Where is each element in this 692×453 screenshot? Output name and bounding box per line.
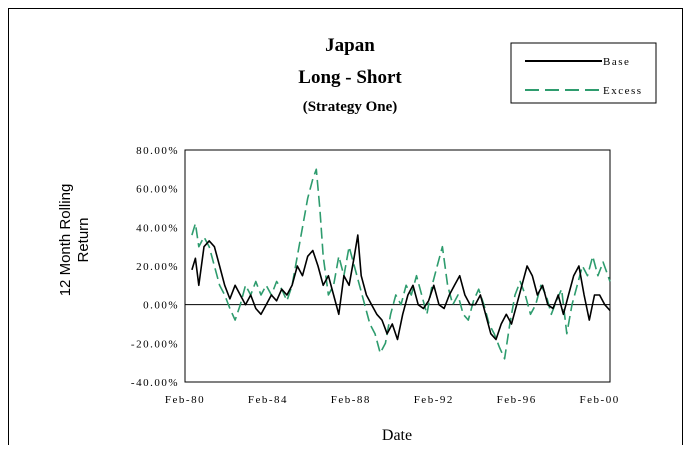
x-axis-title: Date — [382, 427, 412, 444]
chart-title-line-3: (Strategy One) — [303, 99, 398, 115]
y-axis-ticks: 80.00% 60.00% 40.00% 20.00% 0.00% -20.00% -40.… — [131, 145, 179, 389]
y-tick-label: 80.00% — [136, 145, 179, 157]
legend-label-base: Base — [603, 56, 630, 68]
legend: Base Excess — [510, 42, 657, 104]
x-tick-label: Feb-00 — [580, 394, 620, 406]
x-tick-label: Feb-92 — [414, 394, 454, 406]
x-tick-label: Feb-96 — [497, 394, 537, 406]
chart-title-line-2: Long - Short — [298, 67, 402, 88]
y-tick-label: 20.00% — [136, 261, 179, 273]
y-axis-title-line-2: Return — [75, 217, 92, 262]
legend-label-excess: Excess — [603, 85, 643, 97]
legend-box — [510, 42, 657, 104]
x-axis-ticks: Feb-80 Feb-84 Feb-88 Feb-92 Feb-96 Feb-00 — [165, 394, 620, 406]
x-tick-label: Feb-80 — [165, 394, 205, 406]
series-lines — [191, 168, 611, 360]
y-axis-title-line-1: 12 Month Rolling — [57, 184, 74, 297]
series-line-base — [191, 234, 611, 341]
y-tick-label: 40.00% — [136, 222, 179, 234]
y-tick-label: 0.00% — [143, 300, 179, 312]
x-tick-label: Feb-84 — [248, 394, 288, 406]
y-tick-label: -40.00% — [131, 377, 179, 389]
y-tick-label: 60.00% — [136, 184, 179, 196]
chart-title-line-1: Japan — [325, 35, 375, 56]
y-tick-label: -20.00% — [131, 338, 179, 350]
series-line-excess — [191, 168, 611, 360]
plot-area — [184, 149, 611, 383]
x-tick-label: Feb-88 — [331, 394, 371, 406]
